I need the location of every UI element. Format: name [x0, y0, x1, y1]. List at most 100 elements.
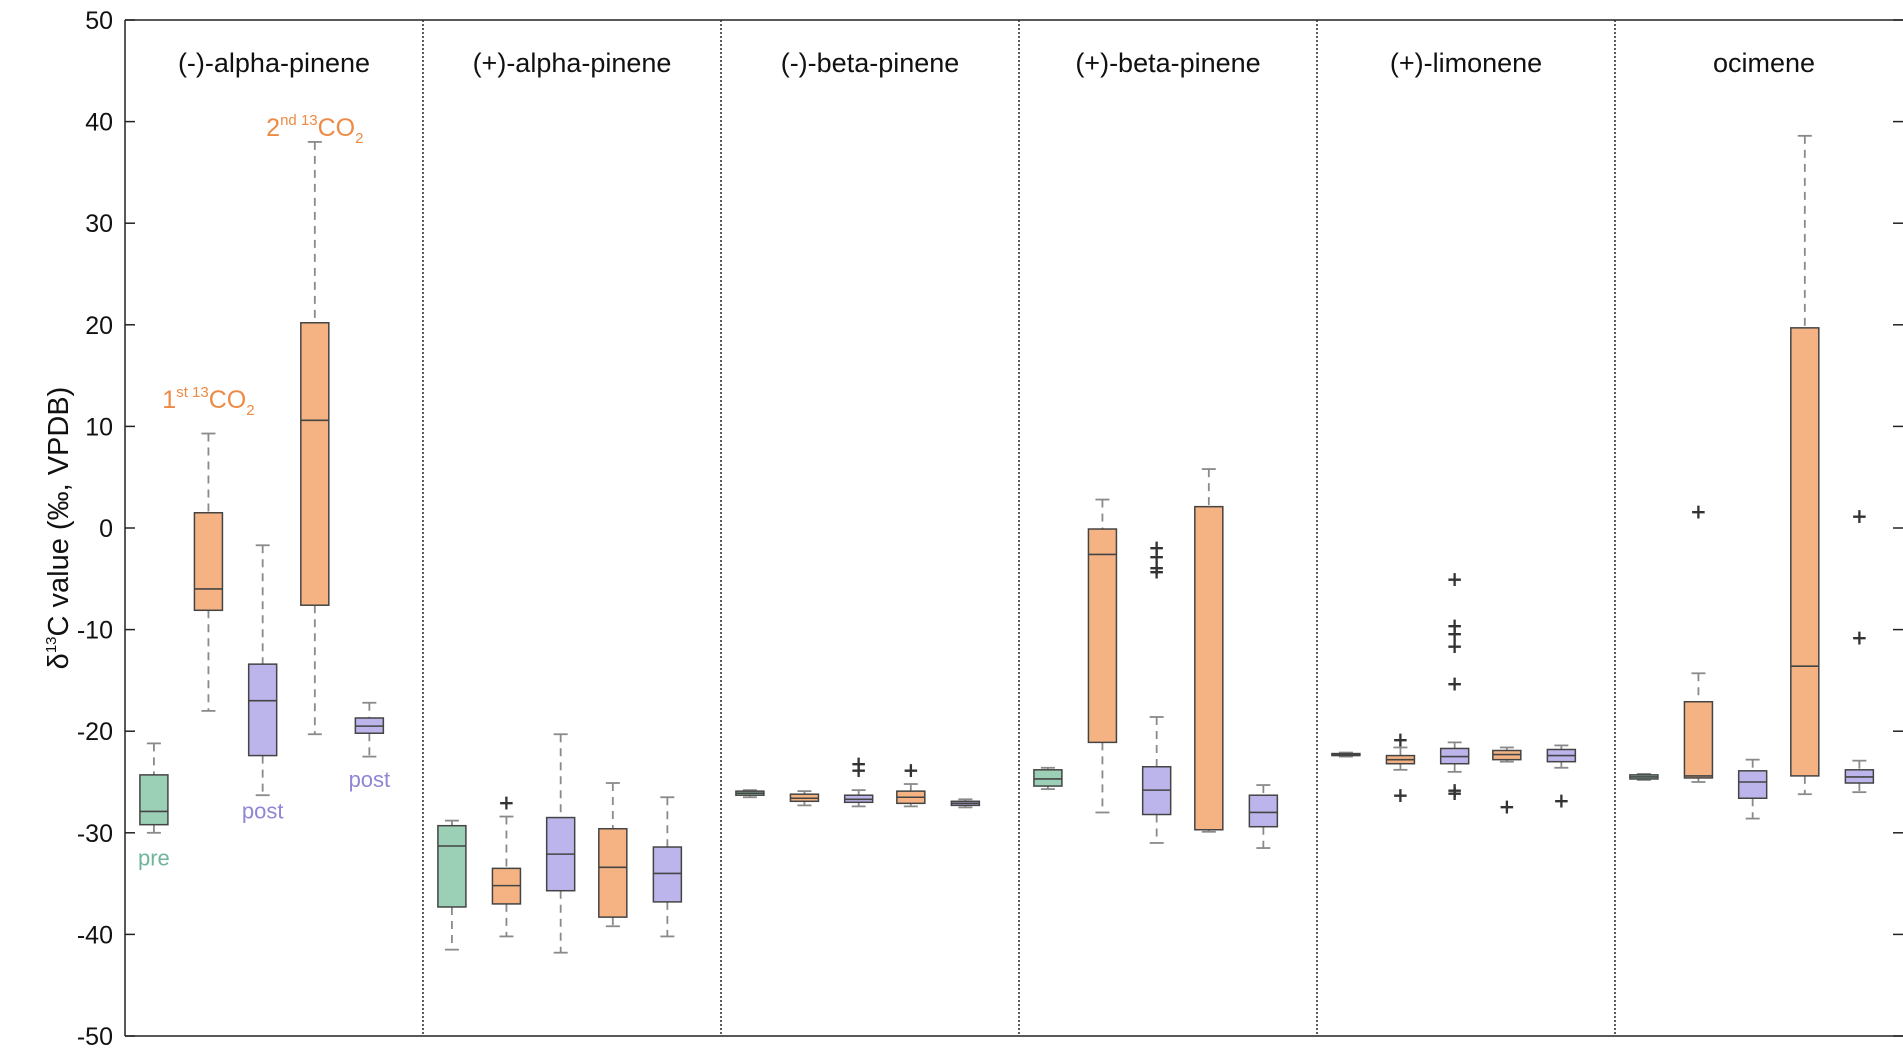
- box-3-2: ++++: [1141, 535, 1172, 844]
- y-axis-label-sup: 13: [43, 636, 60, 653]
- y-axis-label-rest: C value (‰, VPDB): [43, 387, 75, 637]
- box-0-1: [193, 432, 224, 712]
- y-tick-label: -50: [77, 1023, 113, 1048]
- outlier-marker: +: [1446, 634, 1463, 658]
- annotation-ordinal: st: [176, 384, 189, 401]
- box-4-4: +: [1546, 744, 1577, 812]
- box-5-1: +: [1683, 500, 1714, 783]
- y-tick-label: -40: [77, 921, 113, 949]
- panel-title: (-)-beta-pinene: [781, 48, 960, 78]
- annotation-label: post: [242, 799, 284, 824]
- box-body: [139, 774, 169, 826]
- box-5-0: [1629, 772, 1659, 781]
- y-tick-label: -20: [77, 718, 113, 746]
- panel-title: (+)-beta-pinene: [1075, 48, 1260, 78]
- annotation-isotope: 13: [301, 112, 318, 129]
- box-body: [247, 663, 278, 757]
- y-tick-label: 30: [85, 210, 113, 238]
- y-tick-label: -30: [77, 820, 113, 848]
- box-0-2: [247, 544, 278, 797]
- box-body: [437, 824, 467, 908]
- panels-layer: (-)-alpha-pinene (+)-alpha-pinene (-)-beta…: [178, 20, 1815, 1036]
- outlier-marker: +: [1148, 544, 1165, 568]
- outlier-marker: +: [1690, 500, 1707, 524]
- y-tick-label: 50: [85, 7, 113, 35]
- outlier-marker: +: [1446, 614, 1463, 638]
- box-3-4: [1248, 784, 1279, 849]
- box-1-1: +: [491, 790, 522, 938]
- box-5-3: [1790, 134, 1820, 796]
- box-body: [1683, 700, 1714, 779]
- boxes-layer: +++ +++++++++++++++ ++ ++: [139, 134, 1875, 954]
- outlier-marker: +: [1392, 727, 1409, 751]
- box-body: [1248, 794, 1279, 828]
- outlier-marker: +: [902, 758, 919, 782]
- box-0-4: [354, 701, 385, 758]
- box-1-2: [545, 733, 576, 954]
- box-5-4: ++: [1844, 504, 1875, 794]
- panel-title: (+)-alpha-pinene: [473, 48, 672, 78]
- box-1-3: [598, 782, 628, 928]
- box-2-2: ++: [843, 752, 874, 808]
- box-3-3: [1194, 468, 1224, 833]
- outlier-marker: +: [1851, 504, 1868, 528]
- y-tick-label: -10: [77, 617, 113, 645]
- panel-title: (-)-alpha-pinene: [178, 48, 370, 78]
- box-3-1: [1087, 498, 1118, 814]
- panel-title: ocimene: [1713, 48, 1815, 78]
- y-axis-label-delta: δ: [43, 653, 75, 669]
- panel-title: (+)-limonene: [1390, 48, 1542, 78]
- annotation-label: pre: [138, 845, 170, 870]
- y-tick-label: 0: [99, 515, 113, 543]
- outlier-marker: +: [1446, 778, 1463, 802]
- box-4-0: [1331, 751, 1361, 758]
- outlier-marker: +: [1148, 535, 1165, 559]
- annotation-subscript: 2: [246, 402, 254, 419]
- outlier-marker: +: [850, 752, 867, 776]
- outlier-marker: +: [1553, 788, 1570, 812]
- outlier-marker: +: [1446, 622, 1463, 646]
- annotation-subscript: 2: [355, 130, 363, 147]
- outlier-marker: +: [1148, 556, 1165, 580]
- box-0-0: [139, 742, 169, 834]
- annotation-label: post: [349, 767, 391, 792]
- y-axis-label: δ13C value (‰, VPDB): [43, 387, 75, 670]
- box-2-1: [789, 790, 820, 807]
- outlier-marker: +: [1851, 626, 1868, 650]
- box-body: [1087, 528, 1118, 744]
- box-2-0: [735, 789, 765, 799]
- annotation-co2-label: 2nd 13CO2: [266, 112, 363, 147]
- box-3-0: [1033, 766, 1063, 791]
- y-tick-label: 40: [85, 109, 113, 137]
- annotation-co2-label: 1st 13CO2: [162, 384, 254, 419]
- annotation-ordinal: nd: [280, 112, 297, 129]
- box-4-2: +++++++: [1439, 567, 1470, 805]
- outlier-marker: +: [1446, 781, 1463, 805]
- box-0-3: [300, 141, 330, 736]
- annotation-number: 1: [162, 386, 176, 414]
- box-body: [300, 322, 330, 606]
- annotation-co: CO: [318, 114, 356, 142]
- box-4-3: +: [1492, 746, 1522, 818]
- box-2-3: +: [896, 758, 926, 808]
- annotation-isotope: 13: [192, 384, 209, 401]
- outlier-marker: +: [1392, 783, 1409, 807]
- box-1-0: [437, 819, 467, 951]
- box-body: [1737, 770, 1768, 800]
- box-2-4: [950, 798, 981, 809]
- box-1-4: [652, 796, 683, 938]
- box-body: [652, 846, 683, 903]
- box-5-2: [1737, 758, 1768, 820]
- outlier-marker: +: [1446, 567, 1463, 591]
- box-body: [598, 827, 628, 918]
- y-tick-label: 20: [85, 312, 113, 340]
- annotation-number: 2: [266, 114, 280, 142]
- box-body: [193, 512, 224, 612]
- outlier-marker: +: [1148, 560, 1165, 584]
- annotation-co: CO: [209, 386, 247, 414]
- outlier-marker: +: [498, 790, 515, 814]
- box-body: [1033, 769, 1063, 787]
